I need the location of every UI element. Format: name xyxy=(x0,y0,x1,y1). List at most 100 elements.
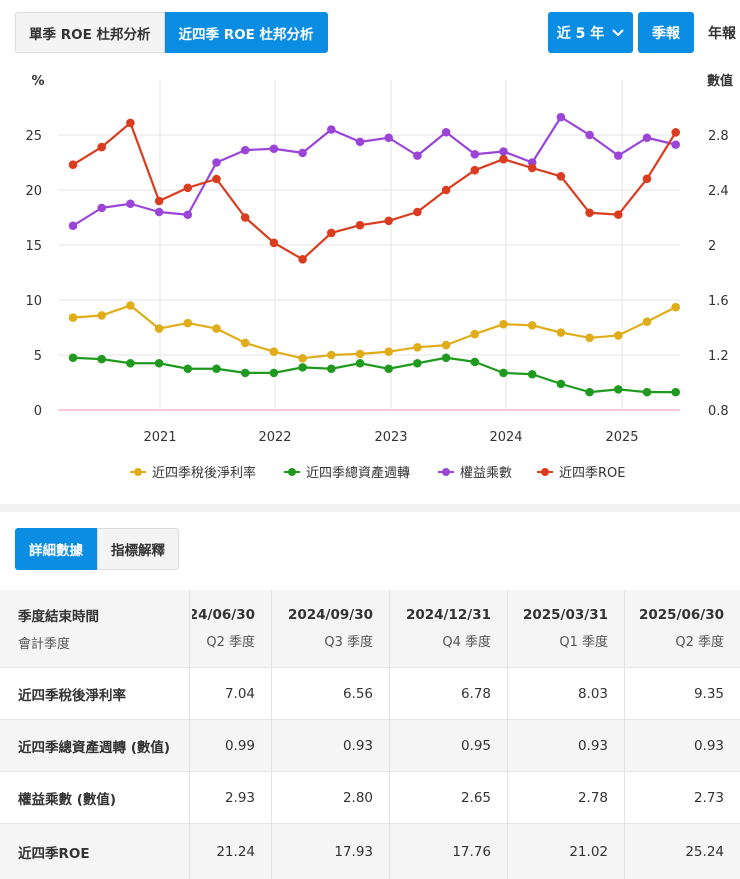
tab-quarterly-report[interactable]: 季報 xyxy=(638,12,694,53)
right-axis-title: 數值 xyxy=(707,73,733,89)
data-point xyxy=(68,221,78,231)
data-point xyxy=(614,331,623,340)
legend-item-net-margin[interactable]: 近四季稅後淨利率 xyxy=(130,462,256,481)
tab-quarterly-roe[interactable]: 單季 ROE 杜邦分析 xyxy=(15,12,165,53)
data-point xyxy=(499,319,508,329)
tab-detailed-data[interactable]: 詳細數據 xyxy=(15,528,97,570)
x-tick-label: 2025 xyxy=(605,430,638,445)
data-point xyxy=(527,321,537,330)
chevron-down-icon xyxy=(612,29,624,36)
analysis-tabs: 單季 ROE 杜邦分析 近四季 ROE 杜邦分析 xyxy=(15,12,328,53)
y2-tick-label: 0.8 xyxy=(708,404,729,419)
row-label: 近四季稅後淨利率 xyxy=(18,687,126,704)
data-point xyxy=(68,313,78,322)
data-point xyxy=(183,183,193,193)
column-header: 2025/03/31 Q1 季度 xyxy=(508,590,625,667)
data-point xyxy=(642,174,652,184)
data-point xyxy=(126,118,135,128)
data-point xyxy=(298,354,307,363)
chart-legend: 近四季稅後淨利率 近四季總資產週轉 權益乘數 近四季ROE xyxy=(0,462,740,484)
data-point xyxy=(126,358,135,368)
data-point xyxy=(327,364,336,374)
table-cell: 2.93 xyxy=(192,772,272,823)
data-point xyxy=(269,347,279,357)
legend-item-roe[interactable]: 近四季ROE xyxy=(537,462,625,481)
data-point xyxy=(183,364,193,374)
y-tick-label: 25 xyxy=(25,129,42,144)
data-point xyxy=(212,324,221,333)
y2-tick-label: 2.4 xyxy=(708,184,729,199)
data-point xyxy=(355,349,365,359)
left-axis-title: % xyxy=(31,74,44,89)
data-point xyxy=(355,220,365,230)
data-point xyxy=(355,137,365,147)
legend-item-equity-multiplier[interactable]: 權益乘數 xyxy=(438,462,512,481)
data-point xyxy=(470,357,480,367)
legend-item-asset-turnover[interactable]: 近四季總資產週轉 xyxy=(284,462,410,481)
series-line xyxy=(72,116,676,227)
data-point xyxy=(126,301,135,310)
data-point xyxy=(441,127,451,137)
data-point xyxy=(585,387,594,397)
section-divider xyxy=(0,504,740,512)
data-point xyxy=(671,140,680,149)
data-point xyxy=(441,185,451,195)
range-dropdown[interactable]: 近 5 年 xyxy=(548,12,633,53)
series-line xyxy=(72,121,677,261)
data-point xyxy=(441,340,451,350)
data-point xyxy=(240,338,250,348)
y-tick-label: 20 xyxy=(25,184,42,199)
data-point xyxy=(556,112,566,122)
data-point xyxy=(97,142,106,152)
data-point xyxy=(413,358,422,368)
data-point xyxy=(355,358,365,368)
column-header: 2024/09/30 Q3 季度 xyxy=(272,590,390,667)
row-label: 權益乘數 (數值) xyxy=(18,791,117,808)
data-point xyxy=(585,130,594,140)
row-label: 近四季ROE xyxy=(18,845,90,862)
data-point xyxy=(384,347,394,357)
data-point xyxy=(556,172,566,181)
data-point xyxy=(671,302,680,312)
data-point xyxy=(527,369,537,379)
table-cell: 2.65 xyxy=(390,772,508,823)
table-row: 近四季總資產週轉 (數值) 0.99 0.93 0.95 0.93 0.93 xyxy=(0,720,740,772)
data-point xyxy=(269,144,279,154)
row-label: 近四季總資產週轉 (數值) xyxy=(18,739,171,756)
data-point xyxy=(642,317,652,326)
table-cell: 25.24 xyxy=(685,843,724,860)
data-point xyxy=(384,364,394,374)
table-cell: 17.93 xyxy=(272,824,390,879)
data-point xyxy=(327,125,336,134)
data-point xyxy=(585,333,594,343)
data-point xyxy=(212,158,221,167)
tab-indicator-explanation[interactable]: 指標解釋 xyxy=(97,528,179,570)
data-point xyxy=(68,160,78,169)
table-row: 權益乘數 (數值) 2.93 2.80 2.65 2.78 2.73 xyxy=(0,772,740,824)
y-tick-label: 5 xyxy=(34,349,42,364)
table-cell: 0.95 xyxy=(390,720,508,771)
data-point xyxy=(126,199,135,209)
header-label-cell: 季度結束時間 會計季度 xyxy=(0,590,190,667)
table-cell: 8.03 xyxy=(508,668,625,719)
tab-ttm-roe[interactable]: 近四季 ROE 杜邦分析 xyxy=(164,12,328,53)
data-point xyxy=(556,328,566,337)
data-point xyxy=(671,387,680,397)
data-point xyxy=(183,318,193,328)
series-line xyxy=(72,304,677,360)
data-point xyxy=(614,210,623,219)
data-point xyxy=(614,151,623,160)
data-point xyxy=(327,350,336,360)
data-point xyxy=(671,128,680,137)
data-point xyxy=(642,387,652,397)
table-cell: 0.93 xyxy=(272,720,390,771)
data-point xyxy=(499,368,508,378)
data-point xyxy=(470,165,480,175)
data-point xyxy=(441,353,451,363)
x-tick-label: 2023 xyxy=(374,430,407,445)
tab-annual-report[interactable]: 年報 xyxy=(708,25,736,42)
data-point xyxy=(154,207,164,217)
data-point xyxy=(269,238,279,248)
